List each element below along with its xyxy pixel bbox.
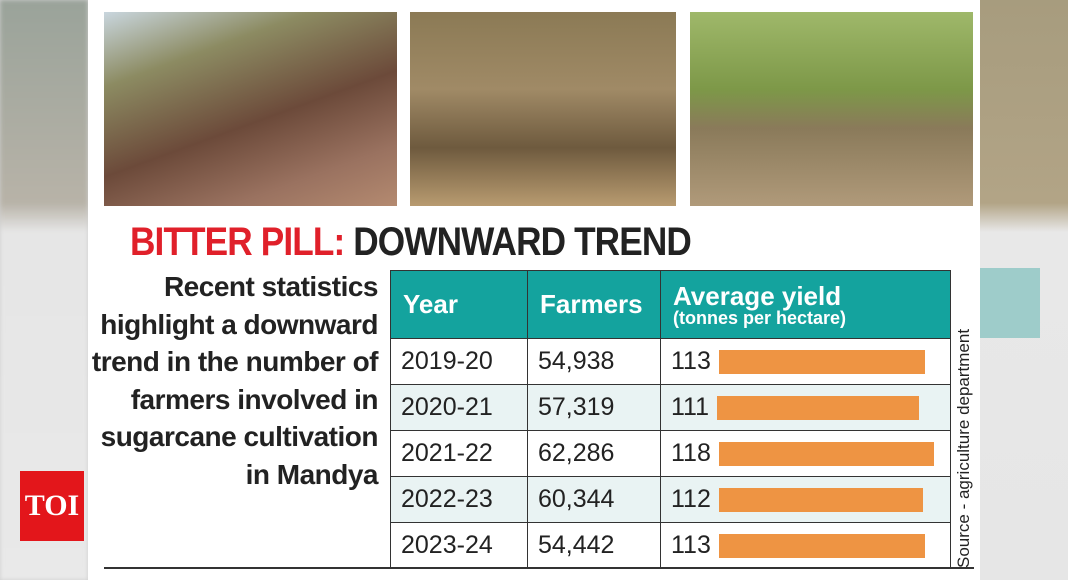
- table-row: 2023-24 54,442 113: [390, 522, 951, 569]
- headline-highlight: BITTER PILL:: [130, 220, 345, 264]
- data-table: Year Farmers Average yield (tonnes per he…: [390, 270, 951, 569]
- farmers-cell: 54,442: [527, 522, 661, 569]
- year-cell: 2022-23: [390, 476, 528, 523]
- yield-value: 118: [671, 439, 711, 467]
- infographic: BITTER PILL: DOWNWARD TREND Recent stati…: [88, 0, 980, 580]
- table-row: 2020-21 57,319 111: [390, 384, 951, 431]
- table-row: 2019-20 54,938 113: [390, 338, 951, 385]
- yield-value: 113: [671, 347, 711, 375]
- source-note: Source - agriculture department: [954, 328, 973, 568]
- yield-cell: 113: [660, 522, 951, 569]
- farmers-cell: 54,938: [527, 338, 661, 385]
- bottom-rule: [104, 567, 974, 569]
- photo-farmers-resting: [410, 12, 676, 206]
- yield-bar: [718, 349, 925, 374]
- table-row: 2021-22 62,286 118: [390, 430, 951, 477]
- yield-value: 113: [671, 531, 711, 559]
- header-year: Year: [390, 270, 528, 339]
- farmers-cell: 57,319: [527, 384, 661, 431]
- year-cell: 2020-21: [390, 384, 528, 431]
- yield-value: 112: [671, 485, 711, 513]
- header-yield-unit: (tonnes per hectare): [673, 307, 847, 328]
- yield-cell: 113: [660, 338, 951, 385]
- year-cell: 2023-24: [390, 522, 528, 569]
- blurred-background-right: [980, 0, 1068, 580]
- photo-sugarcane-field: [690, 12, 973, 206]
- toi-logo: TOI: [20, 471, 84, 541]
- year-cell: 2021-22: [390, 430, 528, 477]
- yield-cell: 111: [660, 384, 951, 431]
- yield-cell: 112: [660, 476, 951, 523]
- farmers-cell: 62,286: [527, 430, 661, 477]
- header-yield: Average yield (tonnes per hectare): [660, 270, 951, 339]
- yield-bar: [717, 395, 920, 420]
- photo-sugarcane-loading: [104, 12, 397, 206]
- table-row: 2022-23 60,344 112: [390, 476, 951, 523]
- yield-bar: [718, 441, 934, 466]
- year-cell: 2019-20: [390, 338, 528, 385]
- yield-bar: [718, 533, 925, 558]
- yield-bar: [718, 487, 923, 512]
- headline-rest: DOWNWARD TREND: [353, 220, 692, 264]
- header-farmers: Farmers: [527, 270, 661, 339]
- description: Recent statistics highlight a downward t…: [91, 271, 379, 490]
- farmers-cell: 60,344: [527, 476, 661, 523]
- yield-cell: 118: [660, 430, 951, 477]
- header-yield-label: Average yield: [673, 280, 842, 311]
- yield-value: 111: [671, 393, 710, 421]
- headline: BITTER PILL: DOWNWARD TREND: [130, 220, 692, 265]
